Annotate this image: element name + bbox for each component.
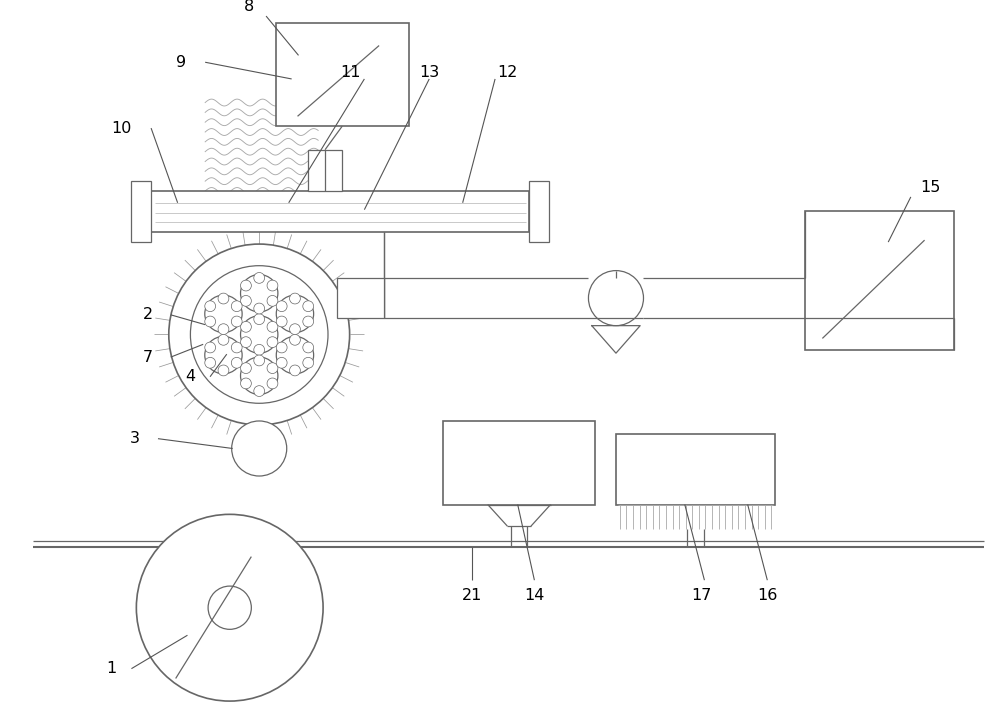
Circle shape	[218, 365, 229, 376]
Circle shape	[254, 273, 265, 283]
Circle shape	[205, 342, 216, 353]
Circle shape	[276, 337, 314, 373]
Circle shape	[231, 342, 242, 353]
Text: 4: 4	[185, 369, 195, 384]
Text: 7: 7	[143, 349, 153, 364]
Circle shape	[136, 515, 323, 701]
Circle shape	[254, 345, 265, 355]
Circle shape	[241, 337, 251, 347]
Circle shape	[241, 295, 251, 306]
Circle shape	[290, 293, 300, 304]
Circle shape	[231, 301, 242, 311]
Circle shape	[303, 357, 314, 369]
Bar	[805, 210, 954, 350]
Circle shape	[276, 316, 287, 327]
Circle shape	[254, 313, 265, 325]
Circle shape	[169, 244, 350, 425]
Circle shape	[218, 293, 229, 304]
Text: 2: 2	[143, 307, 153, 323]
Text: 16: 16	[757, 588, 778, 604]
Text: 14: 14	[524, 588, 545, 604]
Text: 1: 1	[107, 661, 117, 676]
Text: 13: 13	[419, 64, 439, 80]
Circle shape	[205, 295, 242, 333]
Circle shape	[267, 363, 278, 373]
Circle shape	[241, 378, 251, 389]
Circle shape	[254, 355, 265, 366]
Text: 12: 12	[498, 64, 518, 80]
Text: 3: 3	[129, 431, 139, 446]
Text: 8: 8	[244, 0, 255, 13]
Circle shape	[241, 316, 278, 353]
Circle shape	[241, 321, 251, 333]
Circle shape	[254, 385, 265, 397]
Circle shape	[303, 301, 314, 311]
Circle shape	[205, 316, 216, 327]
Circle shape	[276, 357, 287, 369]
Circle shape	[267, 378, 278, 389]
Circle shape	[276, 342, 287, 353]
Text: 17: 17	[691, 588, 712, 604]
Circle shape	[267, 321, 278, 333]
Circle shape	[241, 280, 251, 291]
Text: 21: 21	[462, 588, 483, 604]
Circle shape	[276, 295, 314, 333]
Circle shape	[208, 586, 251, 629]
Circle shape	[290, 335, 300, 345]
Circle shape	[205, 357, 216, 369]
Circle shape	[190, 265, 328, 403]
Bar	[276, 23, 409, 126]
Circle shape	[205, 337, 242, 373]
Text: 15: 15	[920, 179, 941, 195]
Circle shape	[231, 357, 242, 369]
Circle shape	[241, 363, 251, 373]
Bar	[443, 421, 595, 505]
Circle shape	[267, 280, 278, 291]
Bar	[337, 278, 384, 318]
Bar	[616, 433, 775, 505]
Circle shape	[303, 316, 314, 327]
Bar	[308, 150, 342, 191]
Circle shape	[241, 275, 278, 312]
Text: 11: 11	[340, 64, 361, 80]
Circle shape	[218, 324, 229, 335]
Bar	[131, 181, 151, 242]
Circle shape	[241, 357, 278, 395]
Text: 9: 9	[176, 55, 186, 70]
Circle shape	[290, 324, 300, 335]
Circle shape	[218, 335, 229, 345]
Bar	[151, 191, 529, 232]
Bar	[529, 181, 549, 242]
Text: 10: 10	[111, 121, 132, 136]
Circle shape	[276, 301, 287, 311]
Circle shape	[267, 337, 278, 347]
Circle shape	[231, 316, 242, 327]
Circle shape	[254, 303, 265, 314]
Circle shape	[232, 421, 287, 476]
Circle shape	[205, 301, 216, 311]
Circle shape	[290, 365, 300, 376]
Circle shape	[588, 270, 643, 325]
Circle shape	[303, 342, 314, 353]
Circle shape	[267, 295, 278, 306]
